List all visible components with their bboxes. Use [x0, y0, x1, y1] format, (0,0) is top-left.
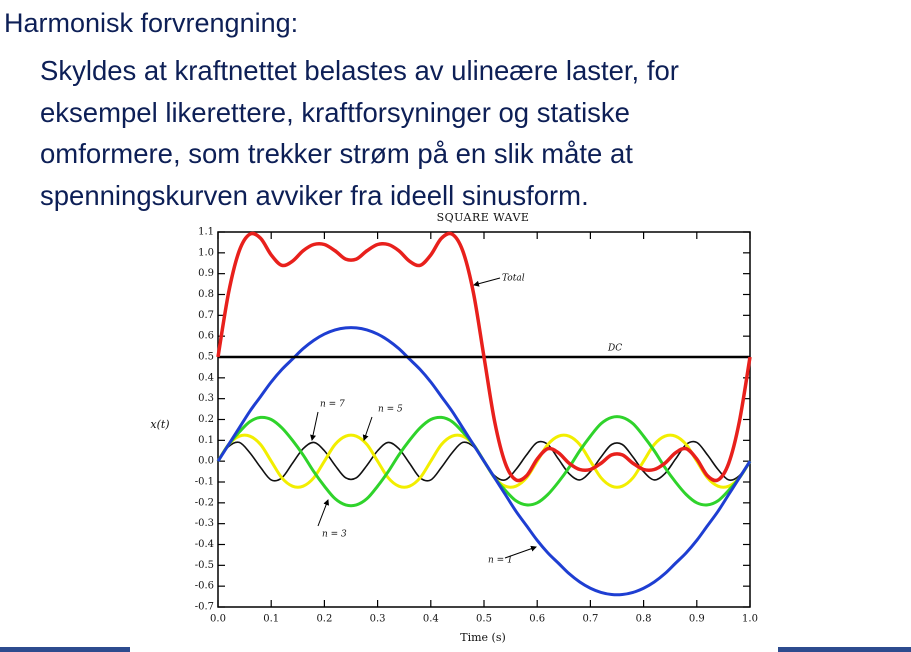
y-tick-label: -0.6	[195, 581, 214, 592]
series-label: Total	[502, 274, 525, 284]
series-label: n = 5	[378, 405, 403, 415]
footer-bar	[778, 647, 911, 652]
x-tick-label: 0.2	[316, 614, 332, 625]
x-axis-label: Time (s)	[460, 631, 506, 644]
series-line	[216, 326, 752, 597]
footer-bar	[0, 647, 130, 652]
body-line: omformere, som trekker strøm på en slik …	[40, 138, 633, 169]
y-tick-label: 0.5	[198, 352, 214, 363]
x-tick-label: 0.8	[636, 614, 652, 625]
x-tick-label: 1.0	[742, 614, 758, 625]
y-tick-label: 1.1	[198, 227, 214, 238]
y-tick-label: 0.3	[198, 393, 214, 404]
label-pointer	[362, 416, 373, 441]
series-line	[216, 231, 752, 483]
y-tick-label: -0.5	[195, 560, 214, 571]
series-label: n = 3	[322, 530, 347, 540]
y-tick-label: 0.0	[198, 456, 214, 467]
x-tick-label: 0.6	[529, 614, 545, 625]
y-tick-label: -0.3	[195, 518, 214, 529]
slide-title: Harmonisk forvrengning:	[4, 8, 299, 38]
slide-body: Skyldes at kraftnettet belastes av uline…	[40, 50, 679, 216]
label-pointer	[473, 277, 501, 287]
chart-title: SQUARE WAVE	[437, 211, 530, 224]
y-tick-label: 0.8	[198, 289, 214, 300]
y-tick-label: 0.2	[198, 414, 214, 425]
series-label: n = 1	[488, 556, 513, 566]
y-tick-label: 0.9	[198, 268, 214, 279]
body-line: eksempel likerettere, kraftforsyninger o…	[40, 96, 630, 128]
x-tick-label: 0.3	[370, 614, 386, 625]
x-tick-label: 0.0	[210, 614, 226, 625]
y-tick-label: -0.7	[195, 602, 214, 613]
x-tick-label: 0.9	[689, 614, 705, 625]
y-tick-label: -0.2	[195, 497, 214, 508]
x-tick-label: 0.7	[582, 614, 598, 625]
body-line: spenningskurven avviker fra ideell sinus…	[40, 179, 589, 211]
label-pointer	[310, 411, 319, 441]
x-tick-label: 0.4	[423, 614, 439, 625]
label-pointer	[317, 499, 330, 527]
x-tick-label: 0.1	[263, 614, 279, 625]
y-tick-label: 0.6	[198, 331, 214, 342]
series-label: n = 7	[320, 400, 345, 410]
y-tick-label: -0.4	[195, 539, 214, 550]
series-label: DC	[607, 344, 622, 354]
x-tick-label: 0.5	[476, 614, 492, 625]
y-axis-label: x(t)	[150, 418, 169, 431]
y-tick-label: 0.7	[198, 310, 214, 321]
y-tick-label: -0.1	[195, 477, 214, 488]
body-line: Skyldes at kraftnettet belastes av uline…	[40, 55, 679, 86]
y-tick-label: 0.1	[198, 435, 214, 446]
y-tick-label: 1.0	[198, 247, 214, 258]
label-pointer	[504, 545, 537, 559]
y-tick-label: 0.4	[198, 372, 214, 383]
plot-frame	[217, 231, 751, 608]
